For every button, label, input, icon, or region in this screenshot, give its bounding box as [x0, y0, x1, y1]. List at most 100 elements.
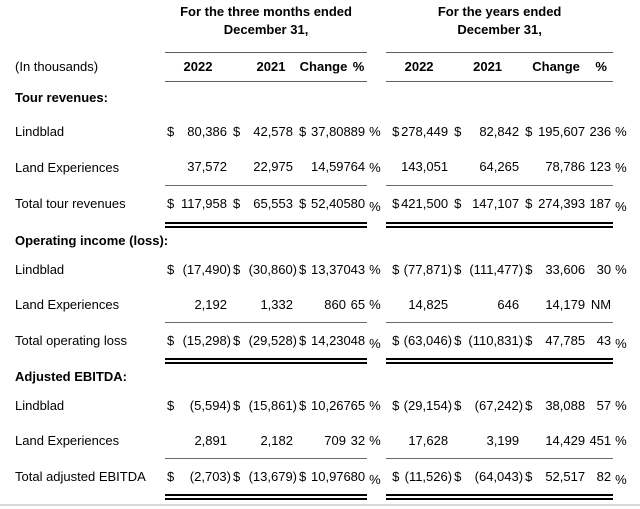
amount-cell: (29,154) [403, 398, 453, 413]
row-label: Land Experiences [15, 297, 120, 312]
amount-cell: (15,298) [179, 321, 231, 358]
col-header-2022-year: 2022 [386, 52, 453, 82]
amount-cell: (29,528) [245, 321, 297, 358]
percent-sign: % [615, 199, 627, 214]
section-row-adjusted-ebitda: Adjusted EBITDA: [0, 364, 631, 388]
amount-cell: (17,490) [182, 262, 231, 277]
amount-cell: 22,975 [253, 159, 293, 175]
table-row-lindblad-ebitda: Lindblad $ (5,594) $ (15,861) $ 10,267 6… [0, 388, 631, 423]
row-label: Lindblad [15, 262, 65, 277]
amount-cell: 143,051 [401, 159, 449, 175]
dollar-sign: $ [231, 184, 245, 222]
percent-sign: % [369, 199, 381, 214]
percent-sign: % [369, 297, 381, 312]
section-label: Operating income (loss): [15, 232, 169, 248]
row-label: Total operating loss [15, 332, 128, 348]
dollar-sign: $ [454, 398, 462, 413]
percent-sign: % [369, 124, 381, 139]
amount-cell: 10,267 [311, 398, 351, 413]
amount-cell: 52,405 [311, 184, 351, 222]
percent-value: 451 [589, 432, 612, 448]
percent-sign: % [615, 398, 627, 413]
dollar-sign: $ [299, 398, 307, 413]
percent-sign: % [369, 471, 381, 487]
dollar-sign: $ [167, 398, 175, 413]
row-label: Total adjusted EBITDA [15, 468, 146, 484]
double-rule-row [0, 358, 631, 364]
double-rule [386, 222, 614, 228]
dollar-sign: $ [233, 398, 241, 413]
amount-cell: 278,449 [401, 124, 449, 139]
amount-cell: 860 [324, 296, 346, 312]
section-row-operating-income: Operating income (loss): [0, 228, 631, 252]
dollar-sign: $ [297, 184, 311, 222]
col-header-pct-year: % [589, 52, 614, 82]
row-label: Land Experiences [15, 433, 120, 448]
amount-cell: 1,332 [260, 296, 293, 312]
dollar-sign: $ [386, 321, 402, 358]
dollar-sign: $ [233, 262, 241, 277]
table-row-total-operating-loss: Total operating loss $ (15,298) $ (29,52… [0, 321, 631, 358]
amount-cell: 646 [497, 296, 520, 312]
percent-value: 80 [350, 184, 368, 222]
amount-cell: 38,088 [545, 398, 586, 413]
amount-cell: 421,500 [401, 184, 453, 222]
double-rule [165, 222, 368, 228]
dollar-sign: $ [165, 184, 179, 222]
amount-cell: 2,192 [194, 296, 227, 312]
percent-sign: % [615, 262, 627, 277]
period-subtitle-row: December 31, December 31, [0, 22, 631, 53]
percent-value: 65 [350, 296, 366, 312]
percent-sign: % [369, 398, 381, 413]
amount-cell: (110,831) [466, 321, 524, 358]
double-rule [165, 494, 368, 500]
percent-sign: % [615, 124, 627, 139]
percent-value: 43 [589, 321, 614, 358]
table-row-total-tour-revenues: Total tour revenues $ 117,958 $ 65,553 $… [0, 184, 631, 222]
double-rule [386, 494, 614, 500]
double-rule-row [0, 222, 631, 228]
dollar-sign: $ [392, 262, 400, 277]
percent-sign: % [615, 471, 627, 487]
dollar-sign: $ [297, 457, 311, 494]
amount-cell: 64,265 [479, 159, 520, 175]
col-header-2021-year: 2021 [452, 52, 524, 82]
amount-cell: 37,572 [187, 159, 227, 175]
dollar-sign: $ [392, 398, 400, 413]
percent-value: NM [590, 296, 612, 312]
dollar-sign: $ [386, 457, 402, 494]
percent-value: 30 [596, 262, 612, 277]
period-subheader-three-months: December 31, [165, 22, 368, 53]
dollar-sign: $ [165, 321, 179, 358]
col-header-change-year: Change [523, 52, 590, 82]
col-header-2022-quarter: 2022 [165, 52, 231, 82]
amount-cell: (30,860) [248, 262, 297, 277]
dollar-sign: $ [454, 262, 462, 277]
row-label: Lindblad [15, 398, 65, 413]
dollar-sign: $ [299, 124, 307, 139]
row-label: Lindblad [15, 124, 65, 139]
percent-value: 48 [350, 321, 368, 358]
period-title-row: For the three months ended For the years… [0, 0, 631, 22]
amount-cell: 14,179 [545, 296, 586, 312]
window-bottom-edge [0, 504, 640, 506]
units-note: (In thousands) [15, 59, 99, 74]
dollar-sign: $ [523, 184, 538, 222]
col-header-pct-quarter: % [350, 52, 368, 82]
amount-cell: (111,477) [469, 262, 524, 277]
amount-cell: 3,199 [486, 432, 520, 448]
amount-cell: 42,578 [253, 124, 293, 139]
percent-value: 123 [589, 159, 612, 175]
amount-cell: (5,594) [189, 398, 231, 413]
amount-cell: (64,043) [466, 457, 524, 494]
dollar-sign: $ [386, 184, 402, 222]
dollar-sign: $ [392, 124, 400, 139]
double-rule [165, 358, 368, 364]
dollar-sign: $ [233, 124, 241, 139]
amount-cell: 10,976 [311, 457, 351, 494]
dollar-sign: $ [297, 321, 311, 358]
section-row-tour-revenues: Tour revenues: [0, 81, 631, 114]
percent-value: 65 [350, 398, 366, 413]
percent-value: 64 [350, 159, 366, 175]
